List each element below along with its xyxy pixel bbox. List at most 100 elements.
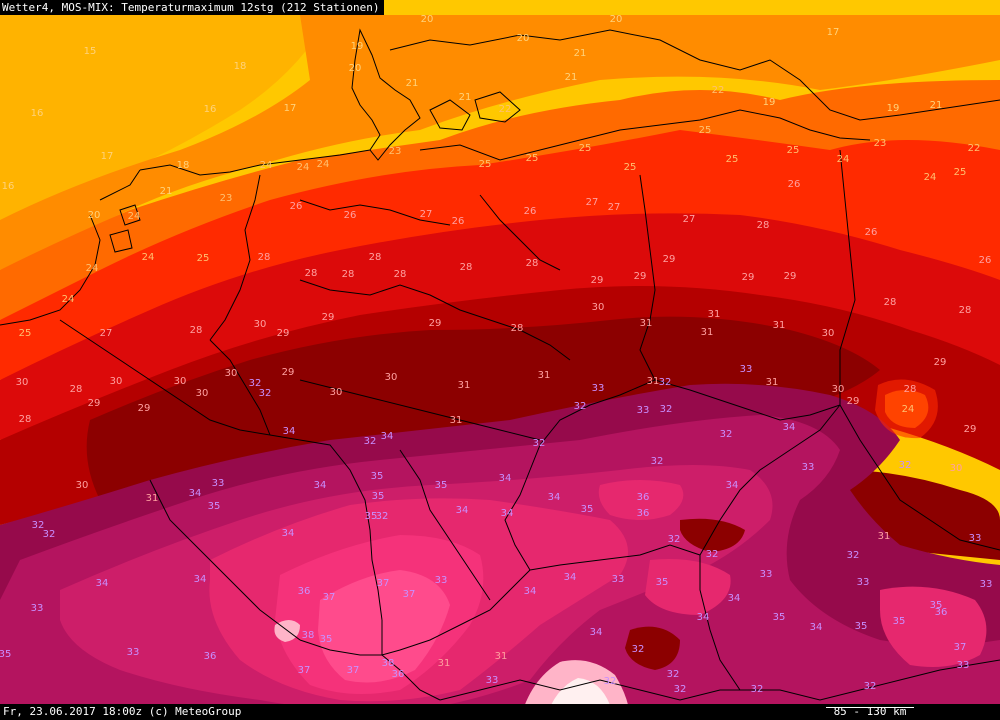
state-border-south	[299, 379, 541, 441]
station-temperature-label: 31	[640, 318, 653, 329]
station-temperature-label: 30	[385, 372, 398, 383]
station-temperature-label: 29	[88, 398, 101, 409]
station-temperature-label: 32	[847, 550, 860, 561]
station-temperature-label: 33	[612, 574, 625, 585]
border-france-belgium	[59, 319, 271, 436]
station-temperature-label: 27	[420, 209, 433, 220]
station-temperature-label: 21	[160, 186, 173, 197]
station-temperature-label: 32	[864, 681, 877, 692]
station-temperature-label: 32	[674, 684, 687, 695]
station-temperature-label: 18	[177, 160, 190, 171]
station-temperature-label: 35	[855, 621, 868, 632]
border-poland-ukraine	[839, 149, 856, 405]
station-temperature-label: 34	[697, 612, 710, 623]
station-temperature-label: 32	[604, 676, 617, 687]
station-temperature-label: 24	[142, 252, 155, 263]
station-temperature-label: 30	[16, 377, 29, 388]
station-temperature-label: 30	[225, 368, 238, 379]
station-temperature-label: 16	[31, 108, 44, 119]
station-temperature-label: 34	[726, 480, 739, 491]
station-temperature-label: 34	[194, 574, 207, 585]
station-temperature-label: 23	[220, 193, 233, 204]
station-temperature-label: 25	[479, 159, 492, 170]
station-temperature-label: 30	[76, 480, 89, 491]
station-temperature-label: 30	[254, 319, 267, 330]
station-temperature-label: 32	[706, 549, 719, 560]
map-title: Wetter4, MOS-MIX: Temperaturmaximum 12st…	[0, 0, 384, 15]
station-temperature-label: 22	[968, 143, 981, 154]
station-temperature-label: 30	[822, 328, 835, 339]
station-temperature-label: 26	[865, 227, 878, 238]
coastline-scandinavia	[389, 29, 1000, 121]
border-france-east	[149, 479, 301, 641]
station-temperature-label: 32	[899, 460, 912, 471]
border-austria-hungary	[699, 555, 741, 691]
station-temperature-label: 29	[663, 254, 676, 265]
station-temperature-label: 37	[403, 589, 416, 600]
station-temperature-label: 32	[249, 378, 262, 389]
station-temperature-label: 21	[406, 78, 419, 89]
station-temperature-label: 33	[802, 462, 815, 473]
station-temperature-label: 32	[259, 388, 272, 399]
station-temperature-label: 28	[70, 384, 83, 395]
station-temperature-label: 17	[101, 151, 114, 162]
station-temperature-label: 26	[979, 255, 992, 266]
station-temperature-label: 25	[787, 145, 800, 156]
station-temperature-label: 32	[533, 438, 546, 449]
coastline-danish-islands	[429, 91, 521, 131]
station-temperature-label: 32	[720, 429, 733, 440]
station-temperature-label: 20	[610, 14, 623, 25]
station-temperature-label: 34	[283, 426, 296, 437]
border-poland-czechia	[654, 379, 841, 421]
border-belgium-germany	[209, 339, 271, 436]
station-temperature-label: 28	[342, 269, 355, 280]
station-temperature-label: 20	[349, 63, 362, 74]
station-temperature-label: 34	[810, 622, 823, 633]
border-italy-austria	[439, 679, 740, 701]
station-temperature-label: 32	[32, 520, 45, 531]
station-temperature-label: 28	[305, 268, 318, 279]
coastline-islands	[109, 204, 141, 253]
station-temperature-label: 32	[43, 529, 56, 540]
station-temperature-label: 34	[501, 508, 514, 519]
station-temperature-label: 29	[964, 424, 977, 435]
station-temperature-label: 27	[100, 328, 113, 339]
station-temperature-label: 28	[511, 323, 524, 334]
station-temperature-label: 31	[647, 376, 660, 387]
station-temperature-label: 27	[683, 214, 696, 225]
station-temperature-label: 26	[524, 206, 537, 217]
station-temperature-label: 28	[460, 262, 473, 273]
station-temperature-label: 34	[728, 593, 741, 604]
station-temperature-label: 26	[452, 216, 465, 227]
station-temperature-label: 18	[234, 61, 247, 72]
station-temperature-label: 33	[957, 660, 970, 671]
station-temperature-label: 33	[435, 575, 448, 586]
station-temperature-label: 33	[980, 579, 993, 590]
station-temperature-label: 15	[84, 46, 97, 57]
station-temperature-label: 31	[495, 651, 508, 662]
station-temperature-label: 27	[608, 202, 621, 213]
station-temperature-label: 26	[788, 179, 801, 190]
station-temperature-label: 29	[277, 328, 290, 339]
state-border-north	[299, 194, 561, 271]
station-temperature-label: 33	[212, 478, 225, 489]
coastline-baltic-south	[419, 109, 871, 161]
station-temperature-label: 28	[904, 384, 917, 395]
station-temperature-label: 30	[592, 302, 605, 313]
station-temperature-label: 27	[586, 197, 599, 208]
station-temperature-label: 33	[760, 569, 773, 580]
station-temperature-label: 31	[438, 658, 451, 669]
station-temperature-label: 31	[878, 531, 891, 542]
station-temperature-label: 26	[290, 201, 303, 212]
station-temperature-label: 36	[204, 651, 217, 662]
station-temperature-label: 29	[429, 318, 442, 329]
station-temperature-label: 37	[298, 665, 311, 676]
footer-timestamp: Fr, 23.06.2017 18:00z (c) MeteoGroup	[3, 705, 242, 718]
station-temperature-label: 34	[189, 488, 202, 499]
station-temperature-label: 33	[857, 577, 870, 588]
station-temperature-label: 17	[284, 103, 297, 114]
station-temperature-label: 30	[950, 463, 963, 474]
station-temperature-label: 29	[138, 403, 151, 414]
station-temperature-label: 34	[590, 627, 603, 638]
